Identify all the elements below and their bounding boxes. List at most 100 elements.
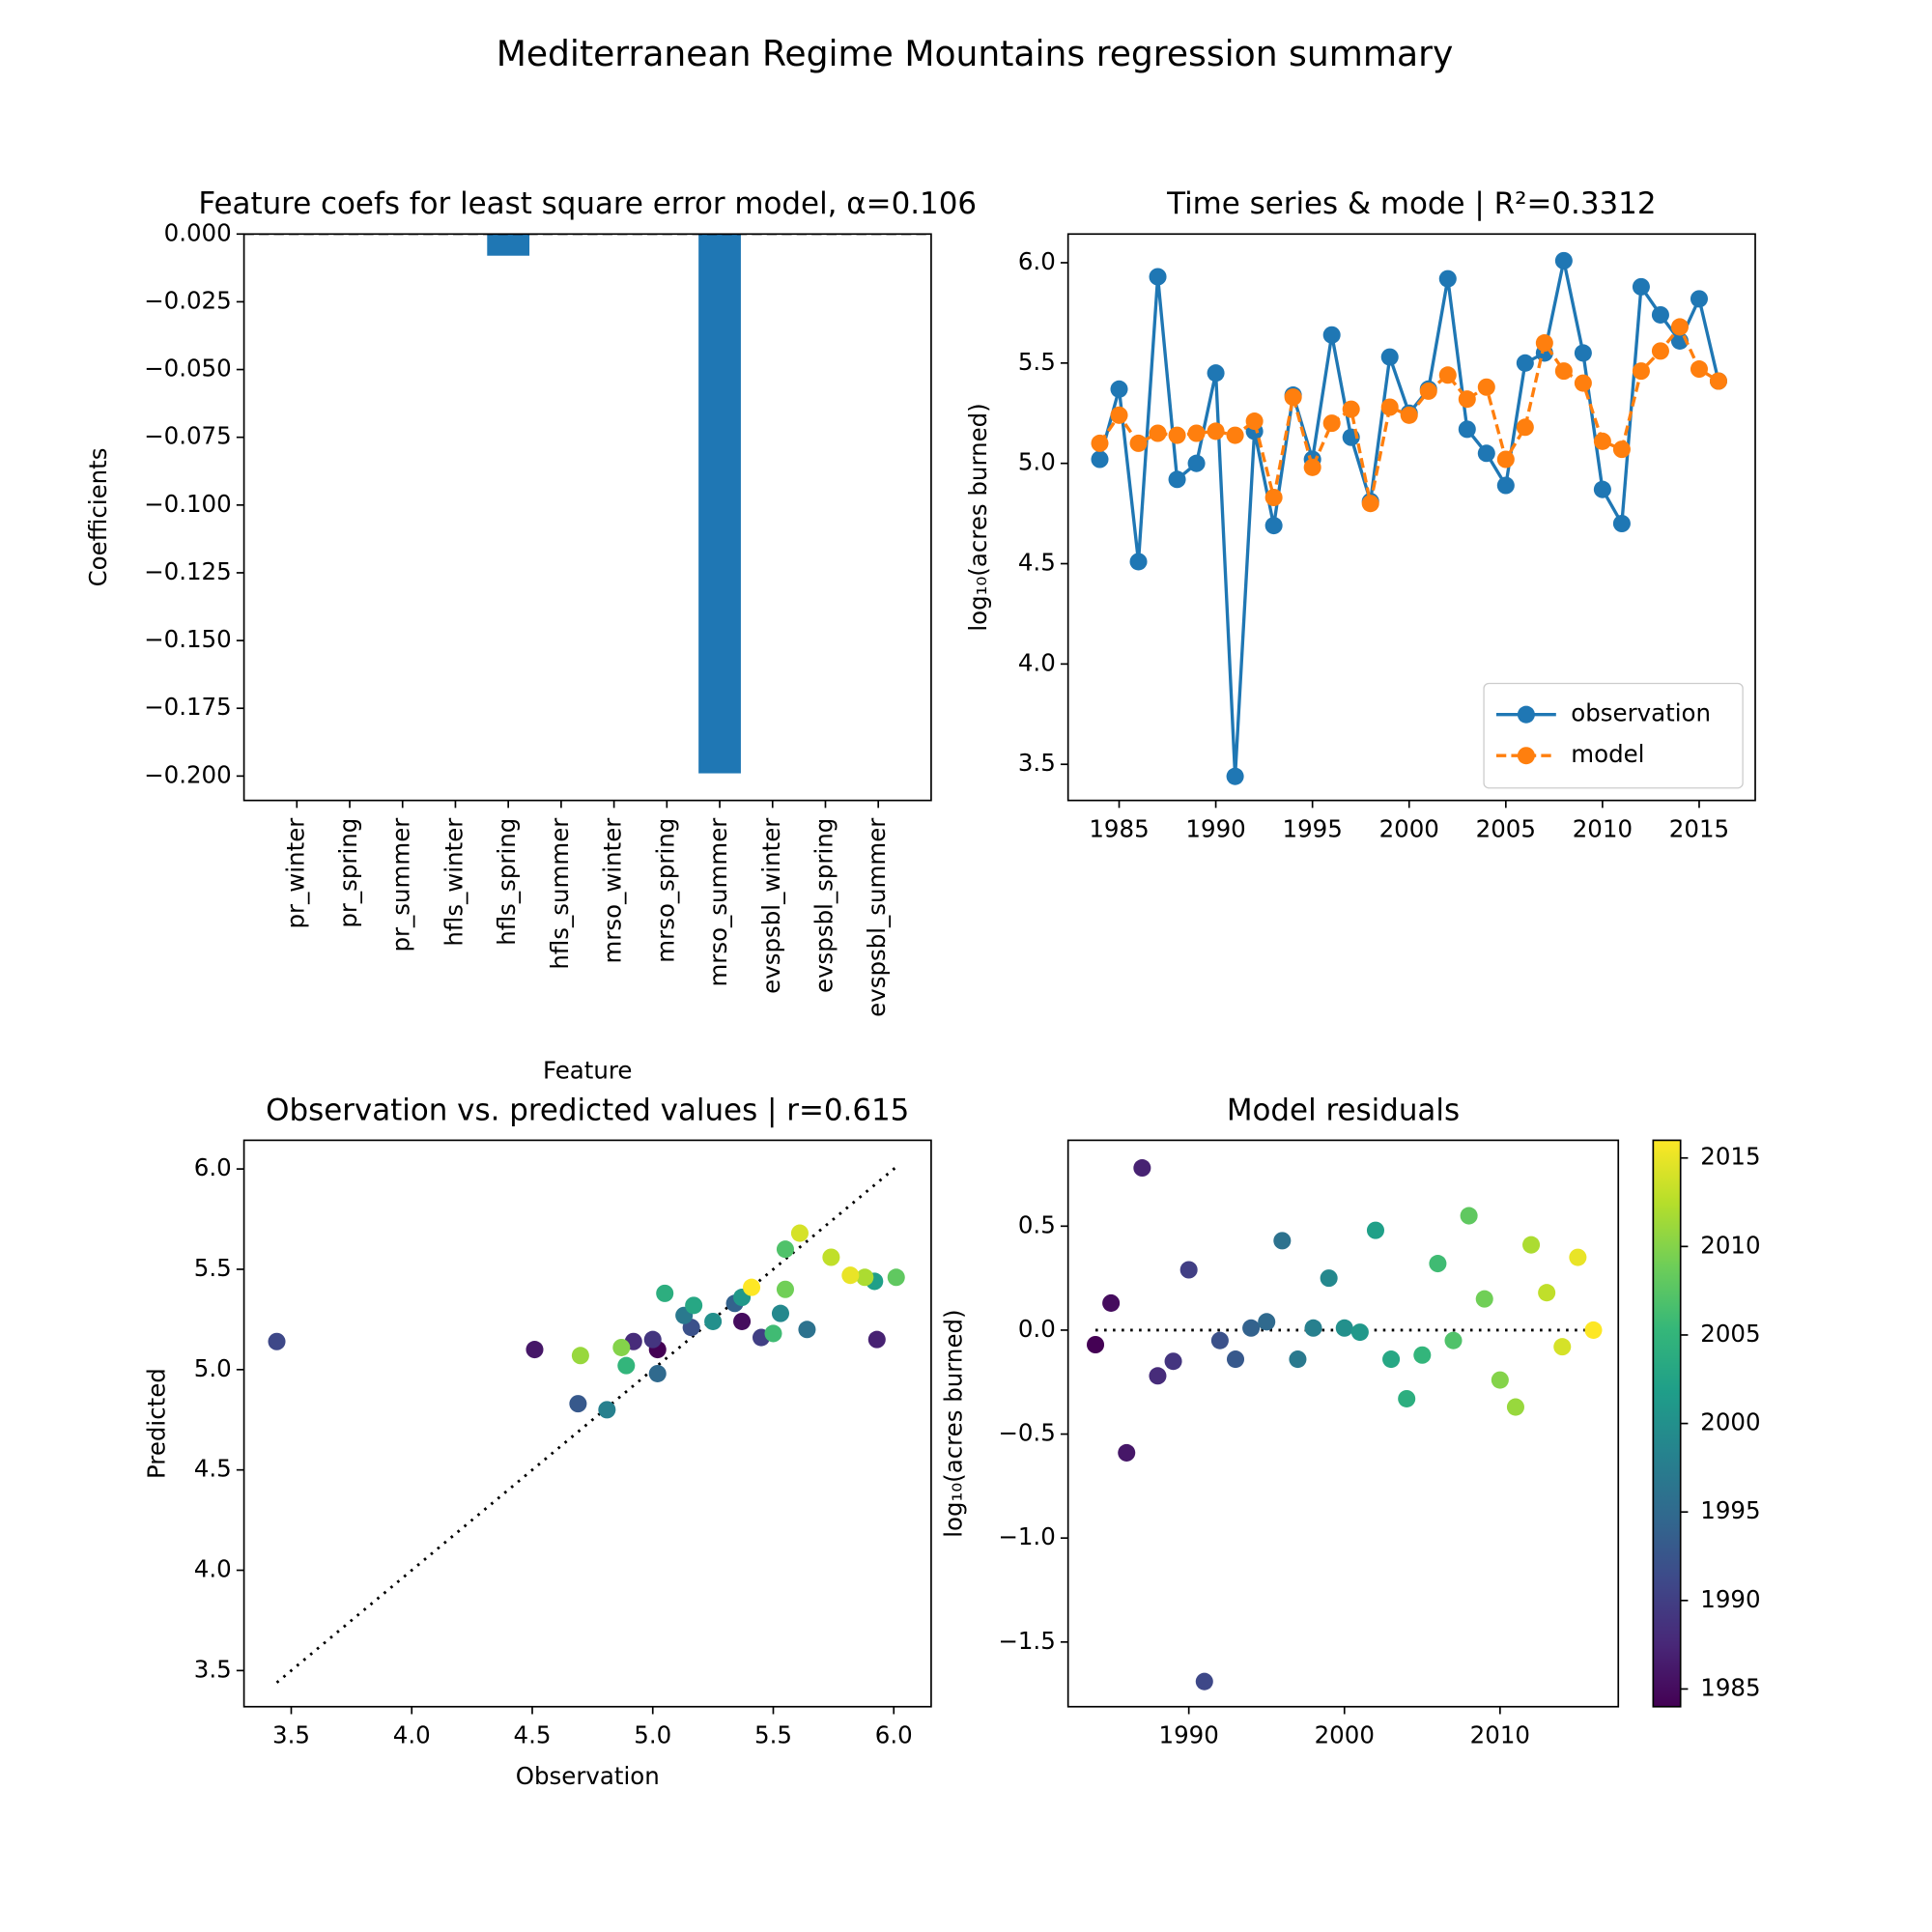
colorbar-tick-label: 1985 — [1700, 1673, 1760, 1701]
colorbar-tick-label: 1990 — [1700, 1585, 1760, 1613]
y-tick-label: −0.200 — [144, 760, 232, 788]
colorbar-tick-label: 2015 — [1700, 1143, 1760, 1171]
scatter-point — [648, 1364, 667, 1382]
scatter-point — [822, 1248, 840, 1266]
y-tick-label: 5.0 — [194, 1354, 232, 1382]
chart-title: Time series & mode | R²=0.3312 — [1166, 186, 1656, 221]
scatter-point — [1164, 1352, 1182, 1371]
scatter-point — [887, 1268, 905, 1287]
scatter-point — [1226, 1350, 1245, 1369]
y-tick-label: 3.5 — [194, 1655, 232, 1683]
series-marker — [1535, 334, 1553, 353]
axes-frame — [242, 233, 932, 802]
scatter-point — [643, 1330, 662, 1349]
x-tick-label: hfls_summer — [546, 817, 574, 970]
series-marker — [1168, 426, 1186, 444]
y-tick-label: 4.0 — [194, 1555, 232, 1583]
scatter-point — [612, 1338, 631, 1356]
scatter-point — [1195, 1672, 1213, 1690]
x-tick-label: pr_summer — [387, 817, 415, 952]
x-tick-label: 5.5 — [754, 1721, 792, 1749]
series-marker — [1322, 414, 1341, 433]
series-marker — [1264, 488, 1283, 507]
scatter-point — [1273, 1232, 1292, 1250]
x-tick-label: mrso_summer — [704, 817, 732, 987]
scatter-point — [598, 1401, 616, 1419]
series-marker — [1670, 318, 1689, 336]
series-marker — [1129, 434, 1148, 452]
x-tick-label: pr_winter — [281, 817, 309, 929]
reference-line — [275, 1165, 897, 1684]
x-tick-label: 2010 — [1573, 815, 1633, 843]
scatter-point — [1491, 1371, 1509, 1389]
y-tick-label: 4.0 — [1018, 648, 1056, 676]
series-marker — [1438, 366, 1457, 384]
scatter-point — [1210, 1331, 1229, 1350]
y-tick-label: −0.050 — [144, 355, 232, 383]
series-marker — [1091, 450, 1109, 469]
scatter-point — [704, 1312, 723, 1330]
series-marker — [1632, 362, 1650, 381]
scatter-point — [867, 1330, 886, 1349]
scatter-point — [790, 1224, 809, 1242]
x-tick-label: 1990 — [1185, 815, 1245, 843]
scatter-point — [798, 1321, 816, 1339]
y-tick-label: −1.0 — [998, 1522, 1055, 1550]
y-axis-label: Predicted — [143, 1368, 171, 1479]
y-tick-label: 0.000 — [164, 218, 232, 246]
axes-frame — [1066, 233, 1756, 802]
series-marker — [1651, 342, 1669, 360]
series-marker — [1496, 450, 1515, 469]
series-marker — [1516, 418, 1534, 437]
y-tick-label: 4.5 — [194, 1455, 232, 1483]
series-marker — [1149, 268, 1167, 286]
series-marker — [1110, 406, 1128, 424]
chart-title: Model residuals — [1227, 1093, 1460, 1127]
scatter-point — [1475, 1290, 1493, 1308]
series-marker — [1342, 400, 1360, 418]
bar — [487, 234, 530, 256]
plot-area — [243, 234, 931, 774]
y-tick-label: 6.0 — [1018, 247, 1056, 275]
scatter-point — [764, 1324, 782, 1343]
series-marker — [1264, 517, 1283, 535]
y-tick-label: 0.5 — [1018, 1210, 1056, 1238]
x-tick-label: evspsbl_spring — [810, 818, 838, 993]
series-marker — [1284, 388, 1302, 407]
series-marker — [1477, 378, 1495, 396]
series-marker — [1245, 412, 1264, 431]
colorbar-tick-label: 2010 — [1700, 1231, 1760, 1259]
y-tick-label: −0.100 — [144, 490, 232, 518]
series-marker — [1226, 767, 1244, 785]
x-tick-label: 1985 — [1089, 815, 1149, 843]
scatter-point — [617, 1356, 636, 1375]
scatter-point — [1335, 1319, 1353, 1337]
x-axis-label: Observation — [516, 1762, 660, 1790]
bar — [698, 234, 741, 774]
series-marker — [1554, 362, 1573, 381]
scatter-point — [1133, 1159, 1151, 1178]
figure-title: Mediterranean Regime Mountains regressio… — [497, 34, 1454, 74]
series-marker — [1632, 277, 1650, 296]
series-marker — [1400, 406, 1418, 424]
series-marker — [1361, 495, 1379, 513]
series-marker — [1438, 270, 1457, 288]
scatter-point — [685, 1296, 703, 1315]
scatter-point — [1538, 1284, 1556, 1302]
scatter-point — [1289, 1350, 1307, 1369]
x-tick-label: 3.5 — [272, 1721, 310, 1749]
y-tick-label: −0.075 — [144, 422, 232, 450]
series-marker — [1303, 458, 1321, 476]
colorbar-tick-label: 2005 — [1700, 1320, 1760, 1348]
series-marker — [1516, 354, 1534, 372]
x-tick-label: hfls_winter — [440, 817, 468, 947]
x-tick-label: 2010 — [1470, 1721, 1530, 1749]
series-marker — [1612, 440, 1631, 459]
axes-frame — [1066, 1139, 1620, 1708]
series-marker — [1574, 374, 1592, 392]
scatter-point — [1366, 1221, 1384, 1239]
legend-label: observation — [1571, 699, 1711, 727]
x-tick-label: 2005 — [1476, 815, 1536, 843]
series-marker — [1187, 424, 1206, 442]
